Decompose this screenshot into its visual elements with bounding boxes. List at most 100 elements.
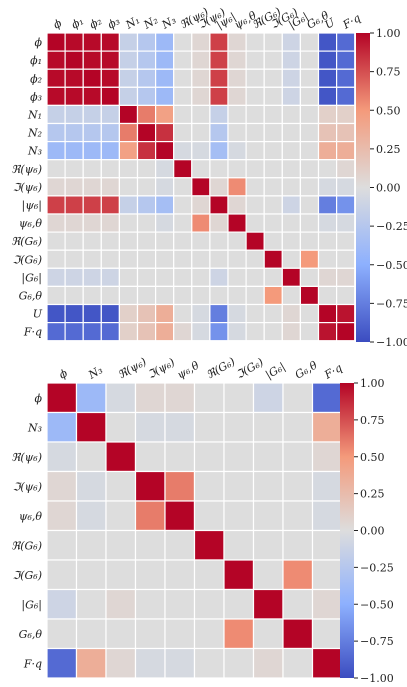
heatmap-cell	[134, 382, 166, 414]
heatmap-cell	[311, 441, 343, 473]
heatmap-cell	[118, 213, 139, 233]
heatmap-cell	[282, 382, 314, 414]
heatmap-cell	[100, 68, 121, 88]
heatmap-cell	[317, 32, 338, 52]
heatmap-cell	[282, 559, 314, 591]
heatmap-cell	[105, 529, 137, 561]
heatmap-cell	[105, 647, 137, 679]
colorbar-tick-label: 0.50	[360, 451, 385, 464]
heatmap-cell	[263, 195, 283, 215]
heatmap-cell	[82, 267, 102, 287]
heatmap-cell	[100, 322, 121, 342]
heatmap-cell	[209, 231, 229, 251]
heatmap-cell	[263, 86, 283, 107]
column-label: N₃	[85, 363, 105, 382]
heatmap-cell	[136, 50, 157, 70]
row-label: ϕ	[35, 36, 43, 49]
heatmap-cell	[118, 195, 139, 215]
heatmap-cell	[263, 32, 283, 52]
heatmap-cell	[281, 141, 301, 161]
heatmap-cell	[155, 322, 175, 342]
heatmap-cell	[317, 303, 338, 324]
heatmap-cell	[227, 249, 247, 269]
heatmap-cell	[227, 213, 247, 233]
heatmap-cell	[263, 285, 283, 306]
heatmap-cell	[46, 322, 66, 342]
heatmap-cell	[223, 441, 255, 473]
heatmap-cell	[155, 213, 175, 233]
row-label: ϕ₃	[30, 90, 42, 103]
heatmap-cell	[281, 195, 301, 215]
heatmap-cell	[105, 411, 137, 443]
heatmap-cell	[46, 249, 66, 269]
heatmap-cell	[136, 195, 157, 215]
heatmap-cell	[263, 303, 283, 324]
heatmap-cell	[252, 559, 284, 591]
heatmap-cell	[209, 267, 229, 287]
heatmap-cell	[173, 159, 193, 179]
heatmap-cell	[227, 104, 247, 125]
heatmap-cell	[263, 104, 283, 125]
heatmap-cell	[82, 68, 102, 88]
heatmap-cell	[134, 647, 166, 679]
row-label: ψ₆,θ	[19, 510, 43, 523]
heatmap-cell	[263, 50, 283, 70]
heatmap-cell	[75, 618, 107, 650]
heatmap-cell	[209, 195, 229, 215]
heatmap-cell	[223, 500, 255, 532]
heatmap-cell	[82, 249, 102, 269]
heatmap-cell	[118, 68, 139, 88]
heatmap-cell	[155, 68, 175, 88]
heatmap-cell	[336, 68, 356, 88]
row-label: F·q	[23, 326, 42, 339]
heatmap-cell	[281, 213, 301, 233]
column-label: ℑ(ψ₆)	[145, 356, 177, 382]
heatmap-cell	[336, 231, 356, 251]
heatmap-cell	[311, 500, 343, 532]
heatmap-cell	[75, 470, 107, 502]
heatmap-cell	[64, 141, 84, 161]
heatmap-cell	[134, 588, 166, 620]
heatmap-cell	[136, 213, 157, 233]
heatmap-cell	[173, 231, 193, 251]
heatmap-cell	[155, 86, 175, 107]
heatmap-cell	[155, 50, 175, 70]
heatmap-cell	[227, 50, 247, 70]
heatmap-cell	[118, 104, 139, 125]
heatmap-cell	[263, 177, 283, 197]
heatmap-cell	[227, 32, 247, 52]
heatmap-cell	[105, 470, 137, 502]
heatmap-cell	[227, 195, 247, 215]
heatmap-cell	[64, 104, 84, 125]
colorbar-tick-label: 0.75	[360, 414, 385, 427]
heatmap-cell	[46, 32, 66, 52]
column-label: N₃	[159, 13, 179, 32]
heatmap-cell	[155, 141, 175, 161]
heatmap-cell	[46, 559, 78, 591]
heatmap-cell	[173, 32, 193, 52]
heatmap-cell	[134, 500, 166, 532]
heatmap-cell	[164, 500, 196, 532]
heatmap-cell	[191, 177, 211, 197]
heatmap-cell	[82, 32, 102, 52]
heatmap-cell	[299, 249, 320, 269]
heatmap-cell	[299, 32, 320, 52]
heatmap-cell	[173, 50, 193, 70]
colorbar-bottom-ticks: 1.00 0.75 0.50 0.25 0.00 −0.25 −0.50 −0.75 −1.00	[354, 377, 394, 685]
heatmap-cell	[282, 588, 314, 620]
heatmap-cell	[311, 618, 343, 650]
heatmap-cell	[155, 32, 175, 52]
heatmap-cell	[193, 470, 225, 502]
heatmap-cell	[173, 68, 193, 88]
heatmap-cell	[245, 86, 265, 107]
heatmap-cell	[263, 213, 283, 233]
heatmap-cell	[317, 86, 338, 107]
heatmap-cell	[64, 32, 84, 52]
colorbar-tick-label: 0.75	[376, 66, 401, 79]
heatmap-cell	[118, 285, 139, 306]
heatmap-cell	[75, 500, 107, 532]
row-label: U	[33, 308, 43, 321]
heatmap-cell	[100, 50, 121, 70]
heatmap-cell	[64, 195, 84, 215]
heatmap-cell	[282, 441, 314, 473]
